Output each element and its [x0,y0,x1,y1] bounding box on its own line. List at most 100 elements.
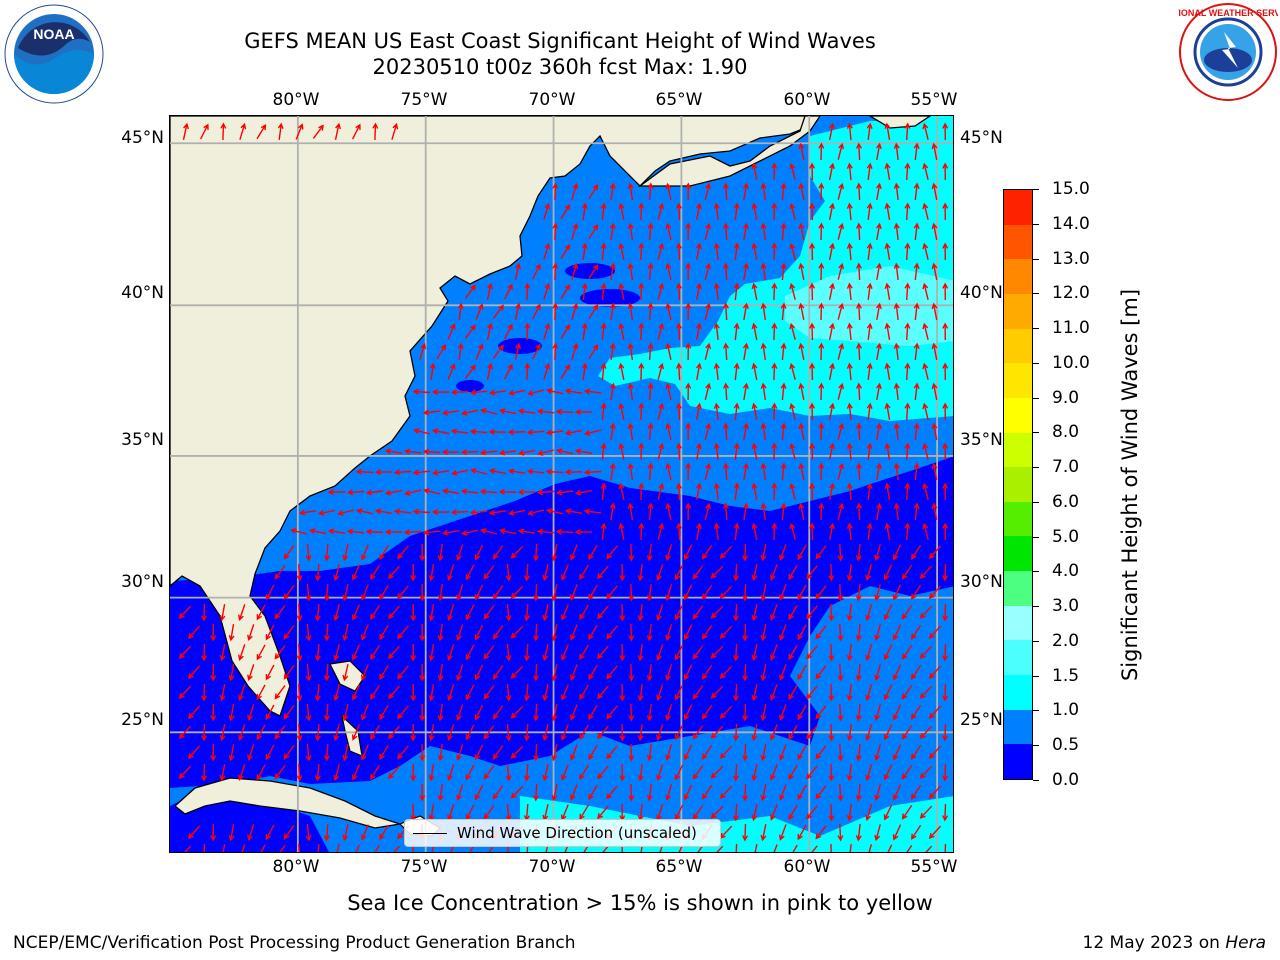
direction-arrow [771,162,778,181]
direction-arrow [483,685,495,700]
direction-arrow [560,764,569,781]
direction-arrow [379,584,389,601]
direction-arrow [600,402,607,421]
direction-arrow [351,644,361,661]
direction-arrow [588,303,599,320]
direction-arrow [483,765,495,780]
direction-arrow [797,744,807,761]
direction-arrow [618,442,625,460]
direction-arrow [713,362,720,380]
direction-arrow [865,644,873,662]
direction-arrow [760,422,767,440]
direction-arrow [583,429,602,436]
direction-arrow [581,362,588,380]
direction-arrow [770,684,778,701]
direction-arrow [422,488,441,495]
direction-arrow [884,322,891,341]
direction-arrow [238,764,246,781]
direction-arrow [551,664,558,682]
direction-arrow [543,202,551,220]
direction-arrow [447,724,455,741]
direction-arrow [779,784,787,801]
direction-arrow [683,584,693,601]
direction-arrow [431,388,450,396]
direction-arrow [646,584,653,602]
colorbar-tick-mark [1033,675,1039,677]
direction-arrow [532,743,539,762]
direction-arrow [719,665,733,679]
direction-arrow [619,683,626,702]
direction-arrow [828,643,835,662]
direction-arrow [483,725,495,740]
direction-arrow [274,685,286,700]
direction-arrow [387,765,401,780]
direction-arrow [201,643,208,662]
direction-arrow [742,462,749,481]
direction-arrow [931,422,938,441]
direction-arrow [780,422,787,441]
colorbar-tick-label: 1.0 [1052,700,1080,721]
direction-arrow [742,382,749,401]
direction-arrow [692,565,704,580]
direction-arrow [942,362,949,381]
direction-arrow [893,142,900,160]
direction-arrow [797,784,807,801]
direction-arrow [638,282,645,301]
direction-arrow [919,605,933,619]
direction-arrow [942,563,949,582]
direction-arrow [910,744,922,760]
direction-arrow [931,342,938,361]
direction-arrow [283,705,295,720]
direction-arrow [464,324,476,339]
direction-arrow [701,785,713,800]
direction-arrow [619,603,626,622]
direction-arrow [771,282,778,301]
direction-arrow [505,763,512,782]
direction-arrow [460,488,479,495]
direction-arrow [713,202,720,220]
direction-arrow [913,342,920,361]
direction-arrow [551,744,558,762]
direction-arrow [913,142,920,161]
direction-arrow [901,645,913,660]
direction-arrow [719,745,733,759]
direction-arrow [447,363,456,380]
colorbar-tick-label: 0.0 [1052,770,1080,790]
direction-arrow [695,522,702,541]
direction-arrow [874,624,881,642]
direction-arrow [919,685,933,699]
direction-arrow [618,402,625,420]
direction-arrow [346,489,365,496]
direction-arrow [600,442,607,461]
direction-arrow [780,262,787,281]
direction-arrow [875,502,882,521]
direction-arrow [665,462,672,480]
direction-arrow [675,322,682,341]
direction-arrow [283,585,295,600]
direction-arrow [560,323,571,340]
direction-arrow [588,704,598,721]
direction-arrow [465,564,475,581]
direction-arrow [695,442,702,461]
direction-arrow [460,409,479,416]
direction-arrow [788,604,798,621]
colorbar-segment [1004,743,1032,779]
direction-arrow [474,704,484,721]
direction-arrow [910,664,922,680]
direction-arrow [931,222,938,241]
direction-arrow [469,428,488,435]
direction-arrow [760,664,767,682]
direction-arrow [892,784,902,801]
direction-arrow [866,362,873,380]
direction-arrow [600,282,607,301]
direction-arrow [942,683,949,702]
footer-host: Hera [1225,933,1266,953]
direction-arrow [883,724,893,741]
direction-arrow [828,603,835,622]
direction-arrow [465,684,475,701]
direction-arrow [866,202,873,220]
direction-arrow [437,784,444,802]
direction-arrow [710,765,724,779]
direction-arrow [247,744,255,761]
direction-arrow [222,843,226,852]
